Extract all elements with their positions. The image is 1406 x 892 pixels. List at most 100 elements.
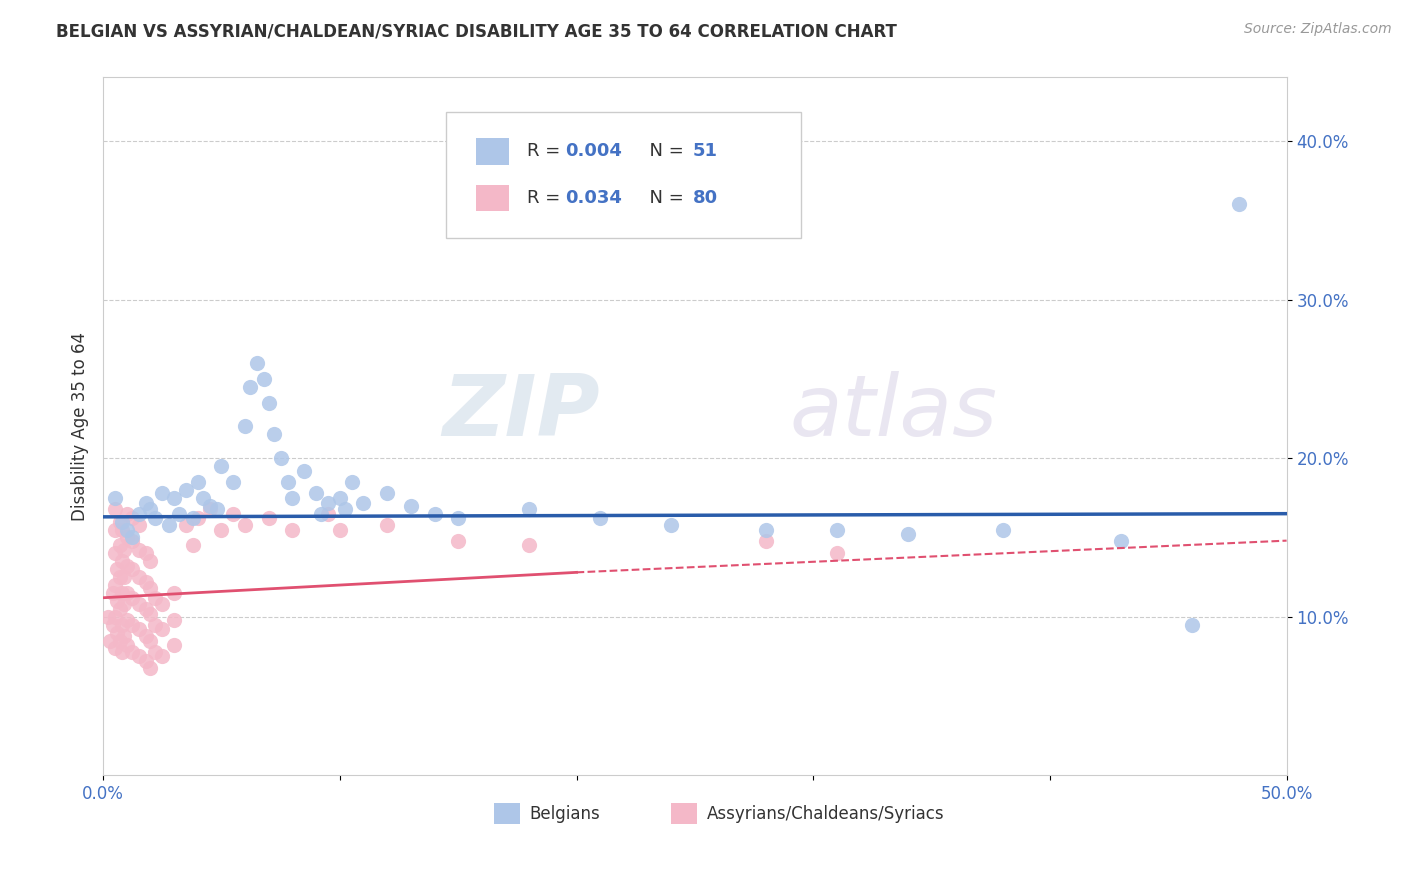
Point	[111, 523, 134, 537]
Text: Assyrians/Chaldeans/Syriacs: Assyrians/Chaldeans/Syriacs	[707, 805, 945, 822]
Point	[292, 464, 315, 478]
Point	[281, 491, 304, 505]
Point	[329, 491, 352, 505]
Point	[316, 495, 339, 509]
Point	[333, 502, 356, 516]
Point	[329, 523, 352, 537]
Point	[121, 533, 143, 548]
Point	[104, 546, 127, 560]
Point	[108, 570, 131, 584]
Point	[105, 594, 128, 608]
Point	[257, 395, 280, 409]
Point	[181, 511, 204, 525]
Text: 0.004: 0.004	[565, 143, 621, 161]
Point	[589, 511, 612, 525]
Point	[277, 475, 299, 489]
Point	[353, 495, 375, 509]
Point	[263, 427, 285, 442]
Point	[375, 486, 398, 500]
Point	[115, 586, 138, 600]
Point	[135, 629, 157, 643]
Point	[115, 638, 138, 652]
Point	[121, 645, 143, 659]
Point	[104, 491, 127, 505]
Point	[114, 597, 136, 611]
Point	[1227, 197, 1250, 211]
Point	[121, 617, 143, 632]
Point	[755, 533, 778, 548]
FancyBboxPatch shape	[446, 112, 801, 238]
Point	[114, 570, 136, 584]
Point	[222, 507, 245, 521]
Point	[399, 499, 422, 513]
Point	[211, 459, 233, 474]
Point	[447, 533, 470, 548]
FancyBboxPatch shape	[475, 185, 509, 211]
Point	[135, 546, 157, 560]
Point	[316, 507, 339, 521]
Point	[174, 483, 197, 497]
Point	[135, 574, 157, 589]
Point	[104, 502, 127, 516]
Point	[167, 507, 190, 521]
Point	[139, 502, 162, 516]
Point	[211, 523, 233, 537]
Point	[825, 523, 848, 537]
Point	[143, 511, 166, 525]
Text: Belgians: Belgians	[529, 805, 600, 822]
Text: Source: ZipAtlas.com: Source: ZipAtlas.com	[1244, 22, 1392, 37]
Point	[139, 581, 162, 595]
Point	[108, 602, 131, 616]
Point	[105, 625, 128, 640]
Point	[517, 502, 540, 516]
Point	[111, 515, 134, 529]
Point	[101, 586, 124, 600]
Text: atlas: atlas	[790, 371, 997, 454]
FancyBboxPatch shape	[475, 138, 509, 165]
Point	[104, 641, 127, 656]
Point	[305, 486, 328, 500]
Point	[111, 617, 134, 632]
Point	[121, 531, 143, 545]
Point	[174, 517, 197, 532]
Point	[139, 660, 162, 674]
Point	[128, 597, 150, 611]
FancyBboxPatch shape	[494, 804, 520, 824]
Point	[205, 502, 228, 516]
Point	[104, 523, 127, 537]
Point	[115, 559, 138, 574]
Point	[257, 511, 280, 525]
Point	[121, 562, 143, 576]
Point	[1181, 617, 1204, 632]
Point	[128, 507, 150, 521]
Point	[198, 502, 221, 516]
Point	[128, 517, 150, 532]
Point	[253, 372, 276, 386]
Point	[187, 511, 209, 525]
Text: ZIP: ZIP	[443, 371, 600, 454]
Point	[150, 486, 173, 500]
Point	[135, 495, 157, 509]
Point	[659, 517, 682, 532]
Point	[108, 538, 131, 552]
Point	[517, 538, 540, 552]
Point	[309, 507, 332, 521]
Point	[825, 546, 848, 560]
Point	[423, 507, 446, 521]
Point	[115, 531, 138, 545]
Point	[139, 633, 162, 648]
Point	[198, 499, 221, 513]
Point	[246, 356, 269, 370]
Point	[128, 543, 150, 558]
Point	[897, 527, 920, 541]
Point	[121, 511, 143, 525]
Point	[135, 602, 157, 616]
Point	[270, 451, 292, 466]
Point	[340, 475, 363, 489]
Point	[111, 645, 134, 659]
Point	[139, 554, 162, 568]
Point	[150, 623, 173, 637]
Point	[157, 517, 180, 532]
Point	[181, 538, 204, 552]
Point	[163, 638, 186, 652]
